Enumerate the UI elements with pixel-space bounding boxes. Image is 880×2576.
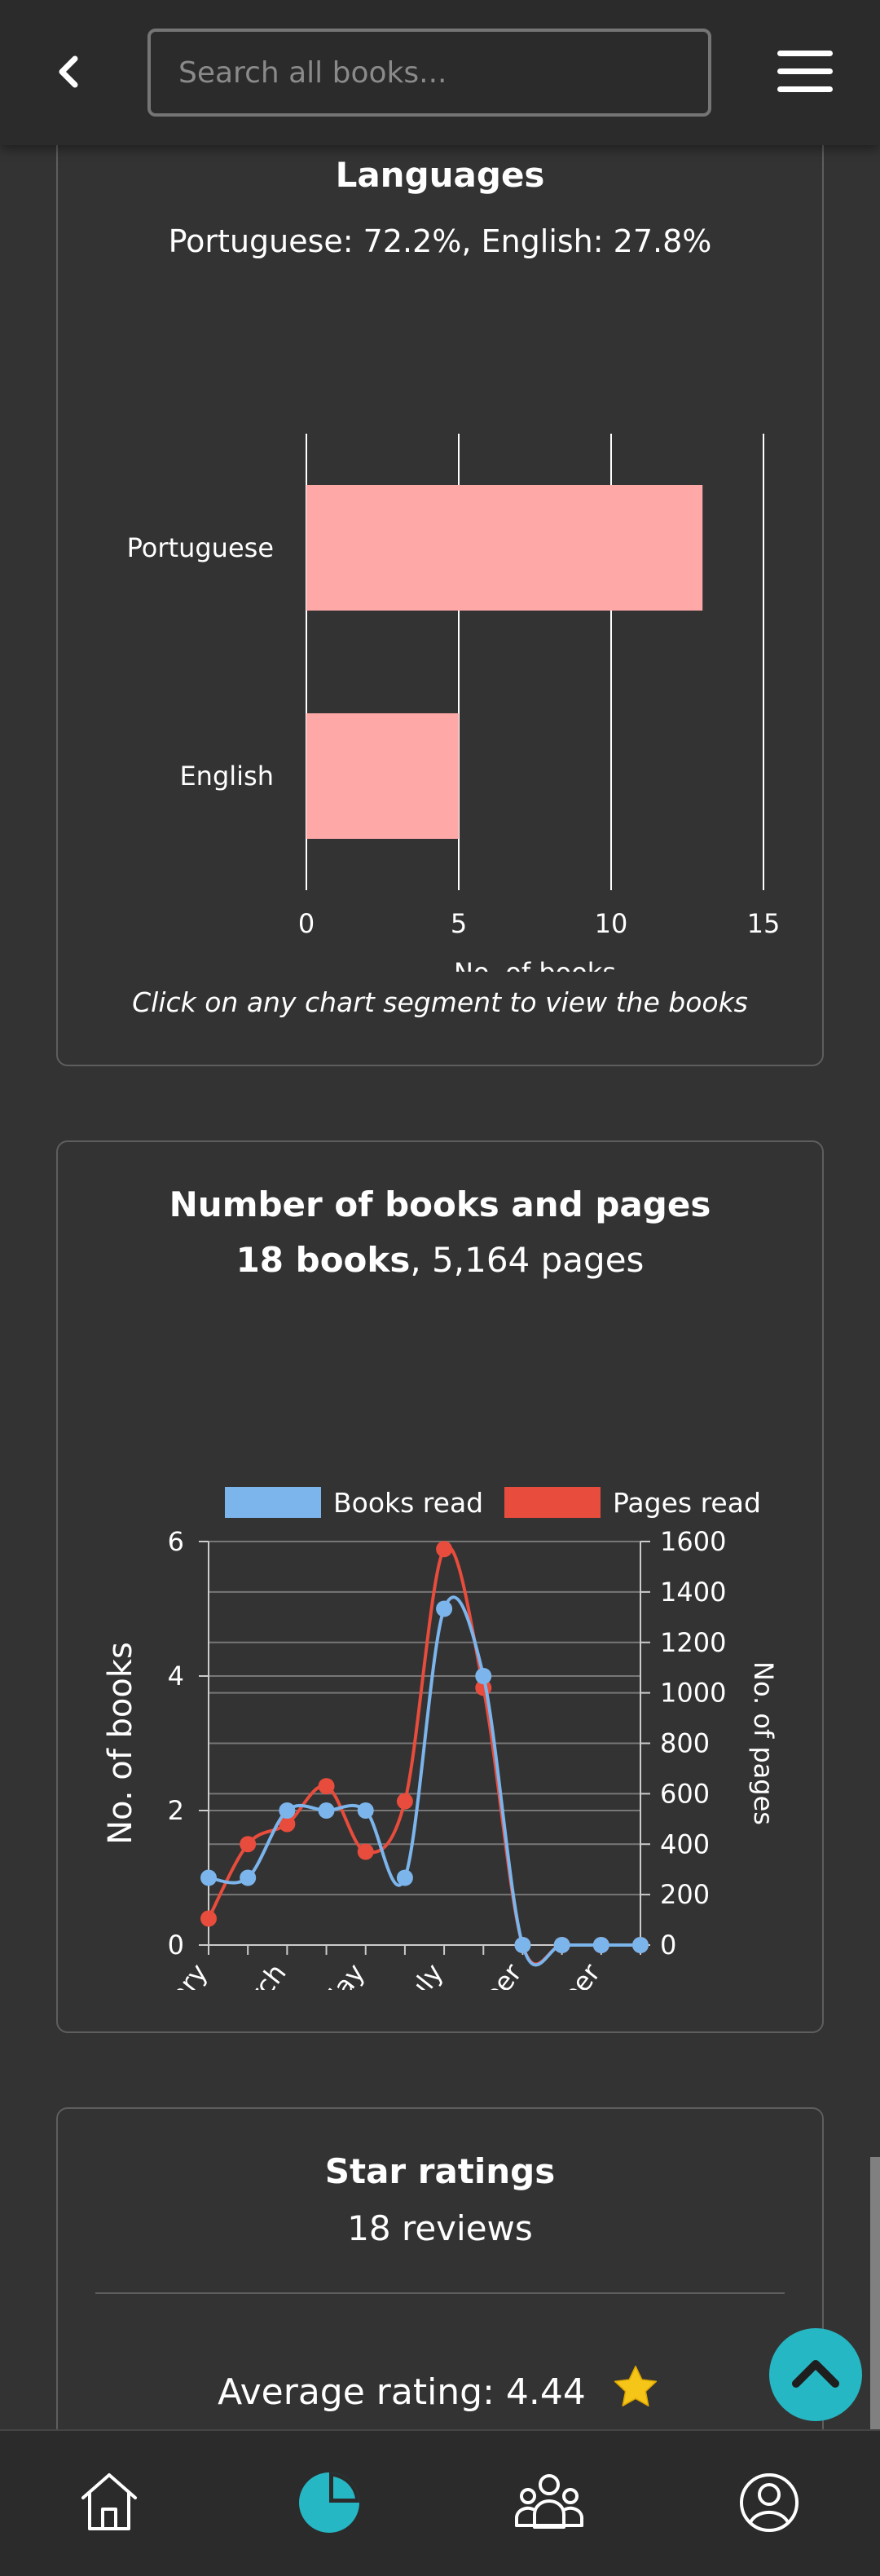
x-tick-label: May <box>313 1958 371 1990</box>
y-right-axis-label: No. of pages <box>748 1661 779 1825</box>
y-right-tick-label: 800 <box>660 1728 710 1759</box>
nav-home[interactable] <box>68 2455 150 2545</box>
y-left-tick-label: 6 <box>168 1526 184 1557</box>
data-point <box>318 1802 335 1819</box>
chart-hint: Click on any chart segment to view the b… <box>132 986 748 1018</box>
x-tick-label: 0 <box>298 908 315 939</box>
data-point <box>318 1778 335 1795</box>
data-point <box>357 1802 374 1819</box>
y-right-tick-label: 200 <box>660 1879 710 1910</box>
books-pages-card: Number of books and pages 18 books, 5,16… <box>56 1140 824 2033</box>
y-right-tick-label: 400 <box>660 1828 710 1859</box>
star-icon <box>614 2366 658 2406</box>
series-line <box>208 1595 640 1967</box>
data-point <box>357 1843 374 1860</box>
community-icon <box>515 2474 583 2529</box>
data-point <box>396 1793 413 1810</box>
nav-community[interactable] <box>508 2455 590 2545</box>
pages-count: , 5,164 pages <box>410 1240 645 1280</box>
data-point <box>553 1937 570 1953</box>
bar <box>306 485 703 611</box>
y-right-tick-label: 1000 <box>660 1678 726 1709</box>
reviews-count: 18 reviews <box>347 2208 533 2248</box>
data-point <box>240 1836 257 1853</box>
data-point <box>592 1937 609 1953</box>
y-right-tick-label: 1200 <box>660 1627 726 1658</box>
data-point <box>475 1668 492 1684</box>
average-rating-label: Average rating: 4.44 <box>218 2371 586 2413</box>
legend-label: Pages read <box>613 1487 761 1519</box>
hamburger-menu-icon <box>777 51 833 92</box>
home-icon <box>81 2473 137 2530</box>
x-axis-label: No. of books <box>454 957 616 972</box>
x-tick-label: 15 <box>747 908 781 939</box>
average-rating-row: Average rating: 4.44 <box>58 2362 822 2414</box>
languages-title: Languages <box>335 155 545 195</box>
stats-icon <box>299 2472 359 2533</box>
star-ratings-title: Star ratings <box>324 2151 556 2191</box>
bar <box>306 713 459 839</box>
top-bar <box>0 0 880 145</box>
data-point <box>632 1937 649 1953</box>
data-point <box>436 1600 453 1617</box>
books-pages-subtitle: 18 books, 5,164 pages <box>58 1240 822 1280</box>
data-point <box>240 1869 257 1886</box>
menu-button[interactable] <box>776 47 834 96</box>
data-point <box>200 1910 217 1927</box>
y-left-tick-label: 4 <box>168 1661 184 1692</box>
books-pages-title: Number of books and pages <box>169 1184 711 1224</box>
bottom-navigation <box>0 2429 880 2576</box>
y-left-tick-label: 2 <box>168 1795 184 1826</box>
languages-subtitle: Portuguese: 72.2%, English: 27.8% <box>168 223 712 259</box>
search-input[interactable] <box>147 29 711 117</box>
data-point <box>279 1815 296 1833</box>
scrollbar-thumb[interactable] <box>870 2157 880 2429</box>
data-point <box>200 1869 217 1886</box>
y-right-tick-label: 600 <box>660 1778 710 1809</box>
data-point <box>436 1541 453 1558</box>
legend-swatch <box>225 1487 321 1518</box>
profile-icon <box>740 2473 799 2532</box>
nav-stats[interactable] <box>288 2455 370 2545</box>
nav-profile[interactable] <box>728 2455 810 2545</box>
y-right-tick-label: 0 <box>660 1930 676 1961</box>
books-pages-line-chart[interactable]: 0 2 4 6 0 200 400 600 800 1000 1200 1400 1600 January… <box>58 1305 822 1990</box>
data-point <box>279 1802 296 1819</box>
chevron-left-icon <box>59 55 78 88</box>
x-tick-label: 5 <box>451 908 467 939</box>
languages-card: Languages Portuguese: 72.2%, English: 27… <box>56 122 824 1066</box>
divider <box>95 2292 785 2294</box>
languages-bar-chart[interactable]: 0 5 10 15 Portuguese English No. of books <box>58 287 822 972</box>
y-category-label: Portuguese <box>127 532 274 563</box>
x-tick-label: March <box>219 1958 293 1990</box>
x-tick-label: July <box>395 1958 450 1990</box>
legend-label: Books read <box>333 1487 483 1519</box>
back-button[interactable] <box>49 47 90 96</box>
x-tick-label: 10 <box>595 908 628 939</box>
scroll-to-top-button[interactable] <box>769 2328 862 2421</box>
y-category-label: English <box>179 761 274 792</box>
books-count: 18 books <box>235 1240 411 1280</box>
chevron-up-icon <box>792 2360 839 2388</box>
y-right-tick-label: 1400 <box>660 1577 726 1608</box>
x-tick-label: January <box>127 1958 213 1990</box>
legend-swatch <box>504 1487 601 1518</box>
data-point <box>396 1869 413 1886</box>
y-left-axis-label: No. of books <box>102 1642 139 1845</box>
y-left-tick-label: 0 <box>168 1930 184 1961</box>
data-point <box>514 1937 531 1953</box>
y-right-tick-label: 1600 <box>660 1526 726 1557</box>
